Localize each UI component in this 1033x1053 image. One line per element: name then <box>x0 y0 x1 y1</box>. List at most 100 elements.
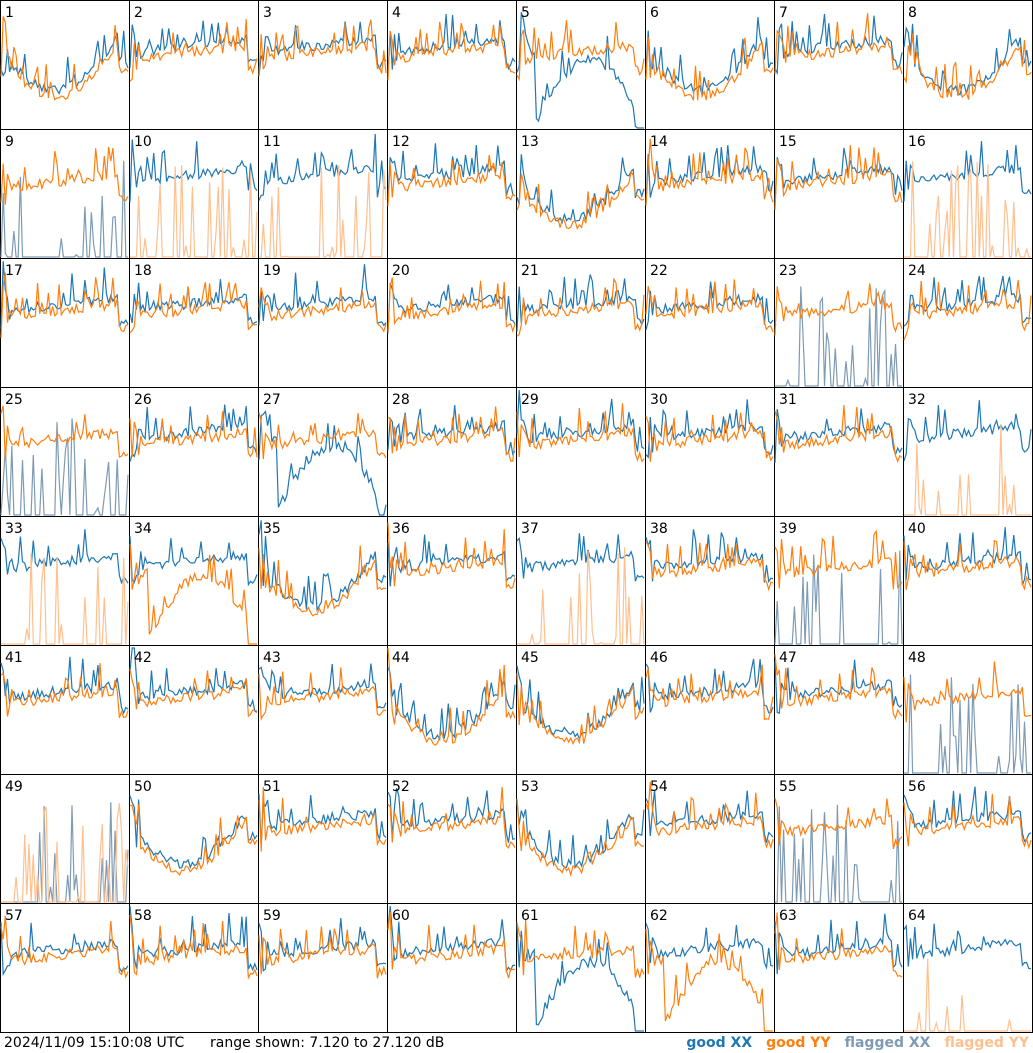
panel-label: 6 <box>650 5 659 21</box>
series-xx <box>258 21 387 76</box>
series-xx <box>387 906 515 973</box>
series-xx <box>1 802 129 903</box>
series-yy <box>774 797 903 850</box>
panel-39: 39 <box>774 516 904 646</box>
series-yy <box>129 19 258 82</box>
series-xx <box>129 139 258 203</box>
panel-label: 26 <box>134 392 152 408</box>
series-yy <box>387 786 516 849</box>
panel-63: 63 <box>774 903 904 1033</box>
series-yy <box>645 781 774 850</box>
series-yy <box>903 661 1032 723</box>
panel-label: 11 <box>263 134 281 150</box>
panel-label: 40 <box>908 521 926 537</box>
panel-label: 10 <box>134 134 152 150</box>
panel-8: 8 <box>903 0 1033 130</box>
panel-33: 33 <box>0 516 130 646</box>
series-yy <box>903 793 1032 850</box>
series-yy <box>0 147 129 205</box>
series-xx <box>645 17 774 95</box>
panel-label: 1 <box>5 5 14 21</box>
panel-31: 31 <box>774 387 904 517</box>
series-yy <box>0 16 129 101</box>
panel-10: 10 <box>129 129 259 259</box>
panel-label: 30 <box>650 392 668 408</box>
panel-label: 3 <box>263 5 272 21</box>
panel-51: 51 <box>258 774 388 904</box>
panel-25: 25 <box>0 387 130 517</box>
series-xx <box>387 14 516 75</box>
series-xx <box>904 674 1031 774</box>
series-xx <box>0 418 129 516</box>
series-xx <box>258 663 387 709</box>
panel-52: 52 <box>387 774 517 904</box>
panel-42: 42 <box>129 645 259 775</box>
series-xx <box>774 408 903 463</box>
panel-53: 53 <box>516 774 646 904</box>
panel-label: 29 <box>521 392 539 408</box>
panel-24: 24 <box>903 258 1033 388</box>
panel-38: 38 <box>645 516 775 646</box>
panel-label: 18 <box>134 263 152 279</box>
series-xx <box>516 274 645 332</box>
series-yy <box>645 541 774 592</box>
panel-22: 22 <box>645 258 775 388</box>
series-yy <box>645 279 774 333</box>
series-xx <box>0 260 129 329</box>
panel-label: 7 <box>779 5 788 21</box>
series-xx <box>516 12 644 129</box>
panel-label: 42 <box>134 650 152 666</box>
panel-label: 50 <box>134 779 152 795</box>
series-xx <box>387 534 516 587</box>
series-yy <box>516 403 645 463</box>
panel-34: 34 <box>129 516 259 646</box>
series-yy <box>517 547 645 645</box>
panel-label: 20 <box>392 263 410 279</box>
panel-label: 58 <box>134 908 152 924</box>
series-xx <box>0 656 129 715</box>
panel-27: 27 <box>258 387 388 517</box>
series-xx <box>903 400 1032 462</box>
series-yy <box>258 786 387 852</box>
panel-label: 23 <box>779 263 797 279</box>
series-yy <box>774 145 903 210</box>
panel-frame <box>0 0 130 130</box>
panel-label: 15 <box>779 134 797 150</box>
panel-54: 54 <box>645 774 775 904</box>
panel-label: 61 <box>521 908 539 924</box>
panel-36: 36 <box>387 516 517 646</box>
panel-62: 62 <box>645 903 775 1033</box>
series-yy <box>1 553 129 645</box>
panel-label: 13 <box>521 134 539 150</box>
series-yy <box>904 424 1031 516</box>
panel-14: 14 <box>645 129 775 259</box>
series-yy <box>774 529 903 590</box>
series-yy <box>387 406 516 462</box>
panel-label: 33 <box>5 521 23 537</box>
panel-58: 58 <box>129 903 259 1033</box>
series-yy <box>258 287 387 333</box>
series-yy <box>258 412 387 460</box>
panel-label: 28 <box>392 392 410 408</box>
series-xx <box>645 529 774 584</box>
panel-11: 11 <box>258 129 388 260</box>
panel-40: 40 <box>903 516 1033 646</box>
panel-59: 59 <box>258 903 388 1033</box>
series-yy <box>258 19 387 76</box>
panel-label: 34 <box>134 521 152 537</box>
panel-43: 43 <box>258 645 388 775</box>
series-xx <box>645 922 774 970</box>
panel-21: 21 <box>516 258 646 388</box>
panel-frame <box>258 0 388 130</box>
panel-60: 60 <box>387 903 517 1033</box>
panel-37: 37 <box>516 516 646 646</box>
panel-46: 46 <box>645 645 775 775</box>
panel-label: 24 <box>908 263 926 279</box>
panel-56: 56 <box>903 774 1033 904</box>
series-yy <box>258 545 387 617</box>
range-label: range shown: 7.120 to 27.120 dB <box>210 1035 445 1051</box>
panel-label: 48 <box>908 650 926 666</box>
panel-20: 20 <box>387 258 517 388</box>
panel-61: 61 <box>516 903 646 1033</box>
